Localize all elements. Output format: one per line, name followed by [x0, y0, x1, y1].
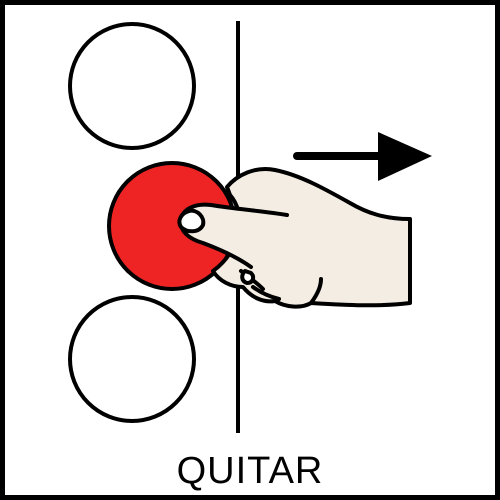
pictogram-label: QUITAR	[176, 450, 324, 492]
pictogram-illustration	[68, 21, 432, 433]
empty-circle-icon	[68, 22, 196, 150]
hand-icon	[177, 167, 412, 309]
arrow-right-icon	[293, 132, 432, 181]
empty-circle-icon	[68, 295, 196, 423]
